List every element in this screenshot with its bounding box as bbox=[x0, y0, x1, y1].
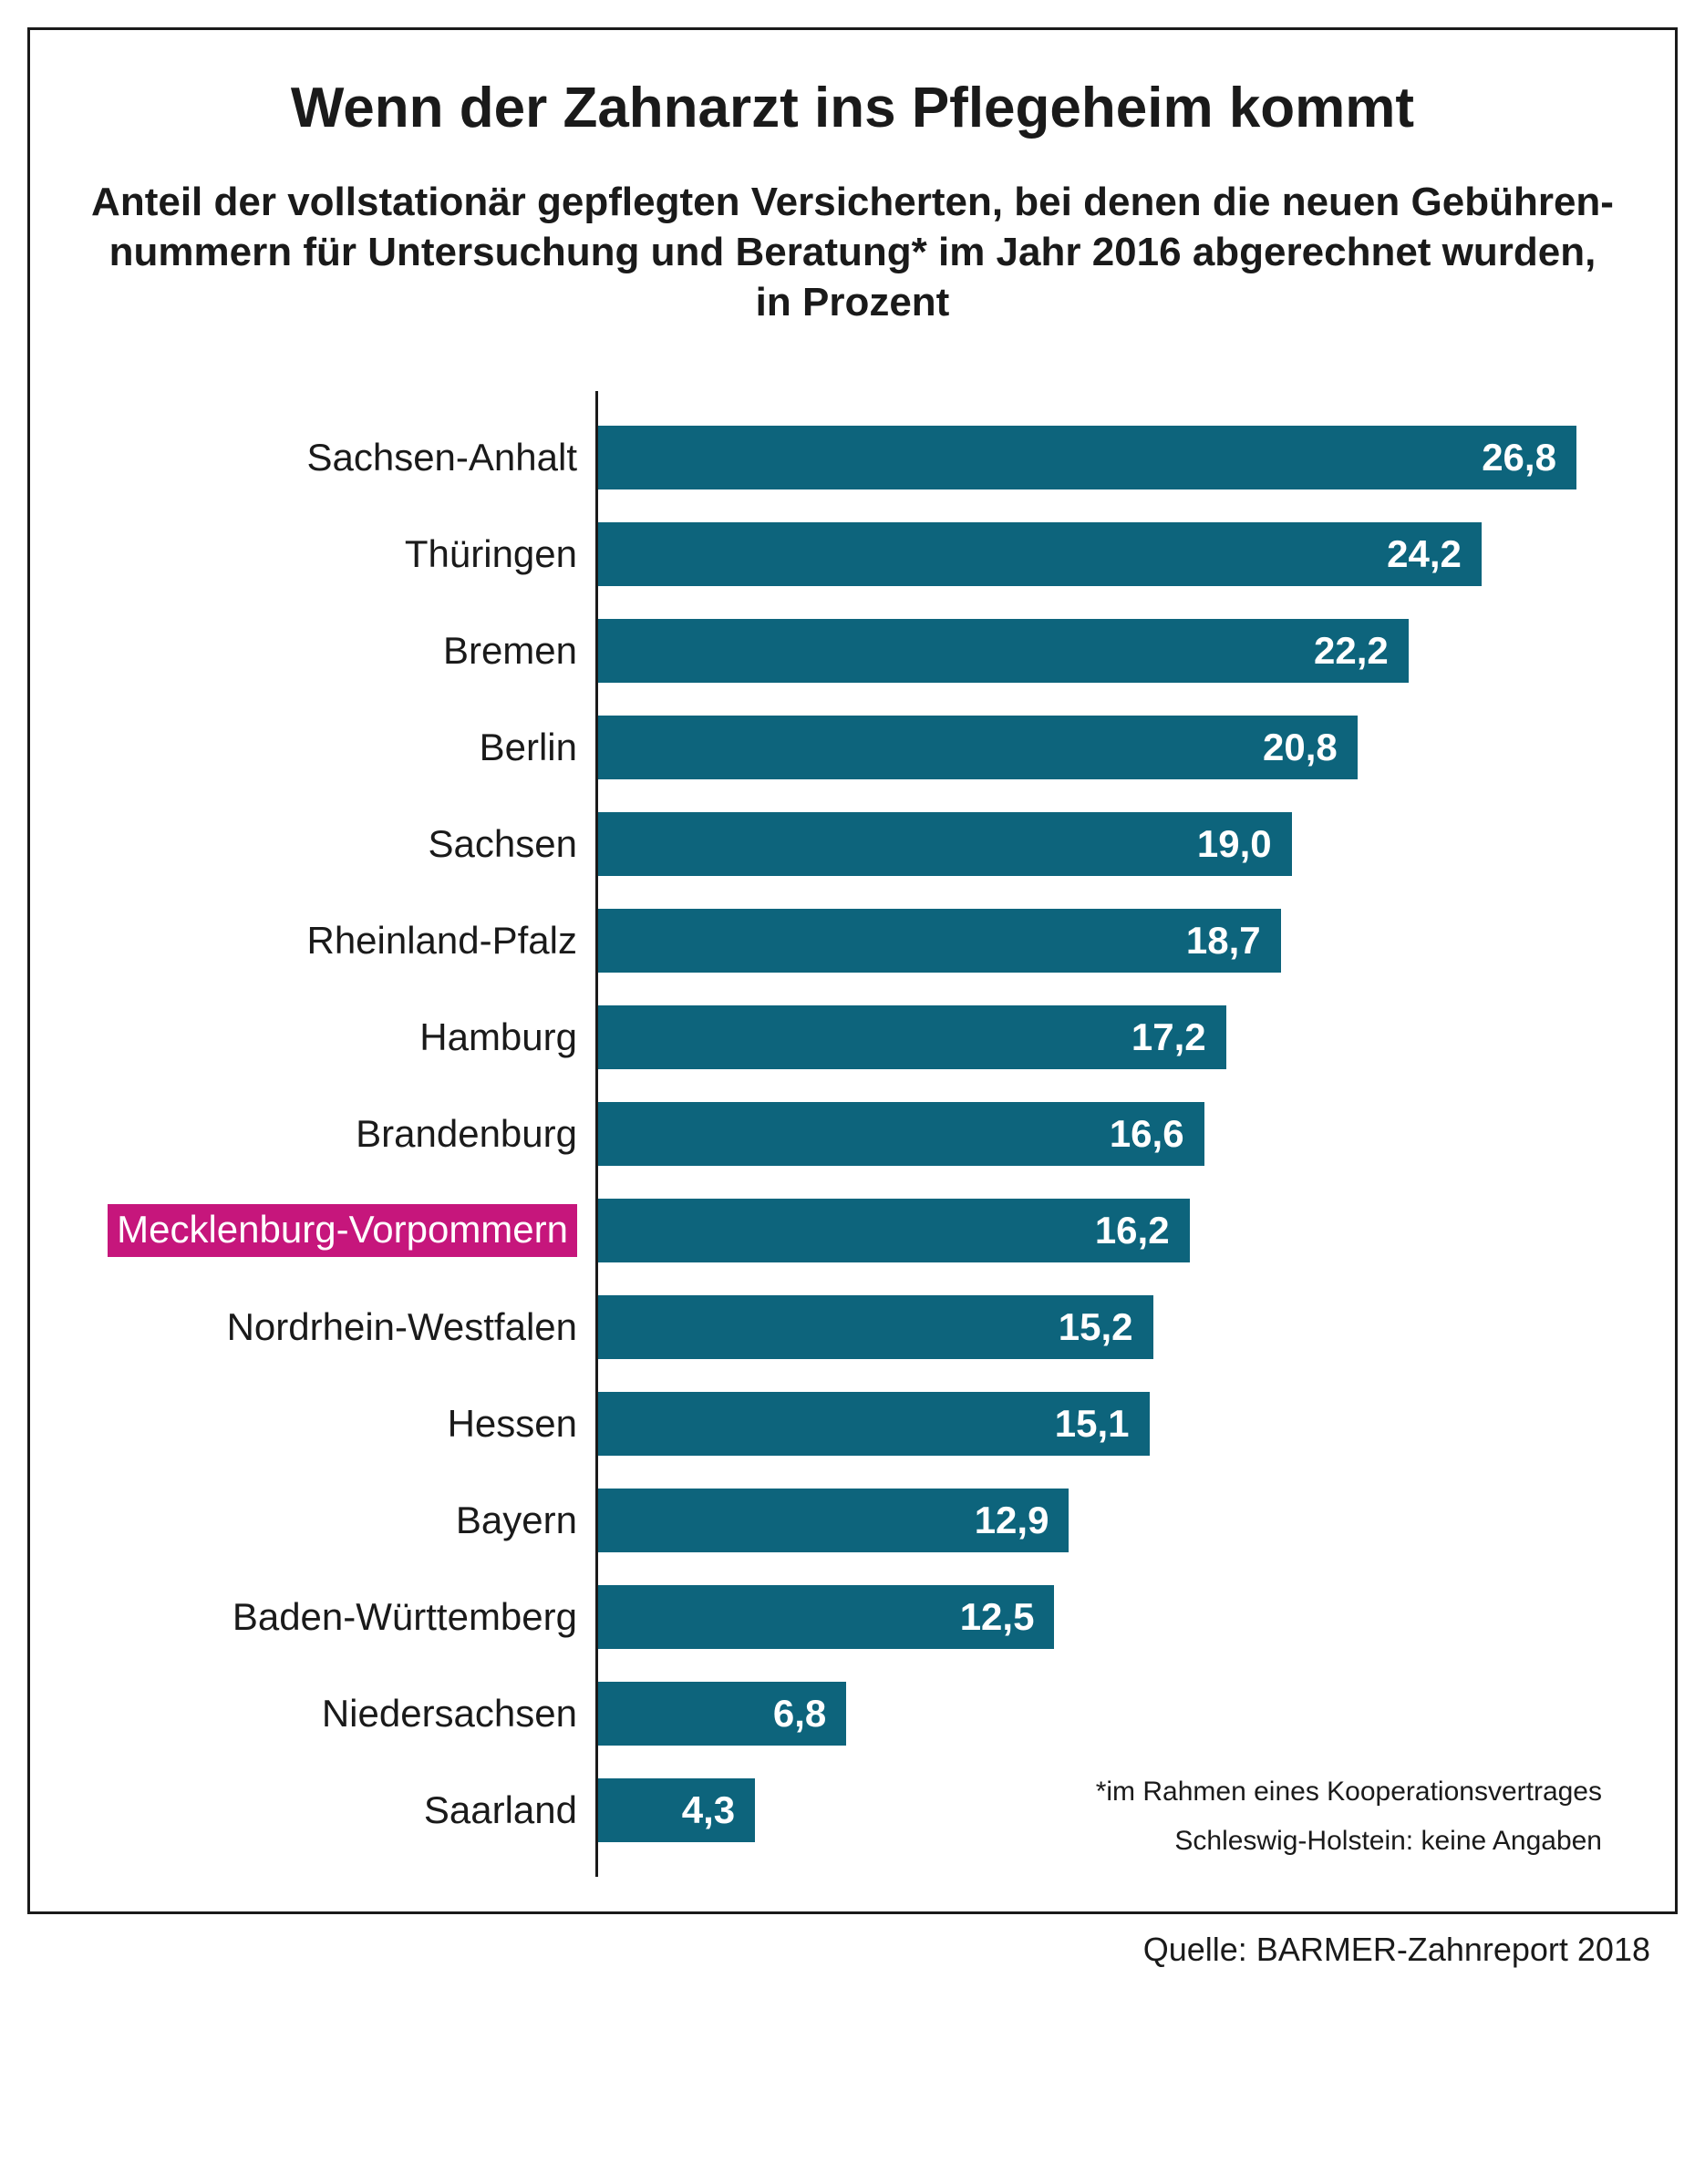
chart-subtitle: Anteil der vollstationär gepflegten Vers… bbox=[85, 177, 1620, 327]
bar-label-cell: Bayern bbox=[85, 1499, 595, 1542]
chart-title: Wenn der Zahnarzt ins Pflegeheim kommt bbox=[85, 76, 1620, 140]
bar-cell: 6,8 bbox=[595, 1665, 1620, 1762]
bar-value: 4,3 bbox=[682, 1788, 735, 1832]
bar-label-cell: Mecklenburg-Vorpommern bbox=[85, 1204, 595, 1257]
bar: 15,1 bbox=[598, 1392, 1150, 1456]
bar-cell: 12,5 bbox=[595, 1569, 1620, 1665]
bar-value: 16,2 bbox=[1095, 1209, 1170, 1252]
bar-label: Thüringen bbox=[405, 532, 577, 576]
source-row: Quelle: BARMER-Zahnreport 2018 bbox=[0, 1931, 1705, 1996]
bar-label-cell: Brandenburg bbox=[85, 1112, 595, 1156]
bar: 12,9 bbox=[598, 1489, 1069, 1552]
bar: 22,2 bbox=[598, 619, 1409, 683]
bar-label-cell: Hamburg bbox=[85, 1015, 595, 1059]
bar-row: Thüringen 24,2 bbox=[85, 506, 1620, 603]
bar: 15,2 bbox=[598, 1295, 1153, 1359]
bar-cell: 26,8 bbox=[595, 409, 1620, 506]
bar: 19,0 bbox=[598, 812, 1292, 876]
bar-label: Saarland bbox=[424, 1788, 577, 1832]
bar-label-cell: Baden-Württemberg bbox=[85, 1595, 595, 1639]
bar-value: 20,8 bbox=[1263, 726, 1338, 769]
bar-row: Niedersachsen 6,8 bbox=[85, 1665, 1620, 1762]
chart-frame: Wenn der Zahnarzt ins Pflegeheim kommt A… bbox=[27, 27, 1678, 1914]
bar-cell: 17,2 bbox=[595, 989, 1620, 1086]
bar-label-cell: Berlin bbox=[85, 726, 595, 769]
bar-value: 18,7 bbox=[1186, 919, 1261, 963]
bar-label-cell: Niedersachsen bbox=[85, 1692, 595, 1736]
bar-row: Nordrhein-Westfalen 15,2 bbox=[85, 1279, 1620, 1375]
bar: 26,8 bbox=[598, 426, 1576, 489]
bar-label: Hessen bbox=[448, 1402, 577, 1446]
bar-row: Hessen 15,1 bbox=[85, 1375, 1620, 1472]
bar-label-cell: Sachsen-Anhalt bbox=[85, 436, 595, 479]
bar-value: 12,5 bbox=[960, 1595, 1035, 1639]
bar-cell: 4,3 bbox=[595, 1762, 1620, 1859]
bar: 12,5 bbox=[598, 1585, 1054, 1649]
bar: 24,2 bbox=[598, 522, 1482, 586]
bar-label: Brandenburg bbox=[356, 1112, 577, 1156]
bar-chart: Sachsen-Anhalt 26,8 Thüringen 24,2 Bremen 22,… bbox=[85, 391, 1620, 1877]
bar-label: Berlin bbox=[480, 726, 577, 769]
bar-label-cell: Thüringen bbox=[85, 532, 595, 576]
bar-label-cell: Saarland bbox=[85, 1788, 595, 1832]
bar-label-cell: Sachsen bbox=[85, 822, 595, 866]
bar-value: 15,2 bbox=[1059, 1305, 1133, 1349]
bar-value: 22,2 bbox=[1314, 629, 1389, 673]
bar-cell: 24,2 bbox=[595, 506, 1620, 603]
bar: 16,6 bbox=[598, 1102, 1204, 1166]
bar-value: 12,9 bbox=[975, 1499, 1049, 1542]
bar-cell: 12,9 bbox=[595, 1472, 1620, 1569]
bar: 4,3 bbox=[598, 1778, 755, 1842]
subtitle-line-2: nummern für Untersuchung und Beratung* i… bbox=[109, 230, 1596, 274]
bar: 6,8 bbox=[598, 1682, 846, 1746]
bar-cell: 16,6 bbox=[595, 1086, 1620, 1182]
bar-cell: 22,2 bbox=[595, 603, 1620, 699]
bar-label: Niedersachsen bbox=[322, 1692, 577, 1736]
bar-row: Rheinland-Pfalz 18,7 bbox=[85, 892, 1620, 989]
subtitle-line-3: in Prozent bbox=[756, 280, 950, 325]
bar-label: Sachsen-Anhalt bbox=[306, 436, 577, 479]
bar-cell: 16,2 bbox=[595, 1182, 1620, 1279]
bar-value: 6,8 bbox=[773, 1692, 826, 1736]
bar-cell: 15,1 bbox=[595, 1375, 1620, 1472]
bar-cell: 20,8 bbox=[595, 699, 1620, 796]
bar-label: Rheinland-Pfalz bbox=[306, 919, 577, 963]
bar-cell: 18,7 bbox=[595, 892, 1620, 989]
bar-row: Bayern 12,9 bbox=[85, 1472, 1620, 1569]
bar-row: Bremen 22,2 bbox=[85, 603, 1620, 699]
bar-label-cell: Nordrhein-Westfalen bbox=[85, 1305, 595, 1349]
bar-label-cell: Hessen bbox=[85, 1402, 595, 1446]
bar-row: Baden-Württemberg 12,5 bbox=[85, 1569, 1620, 1665]
bar-cell: 19,0 bbox=[595, 796, 1620, 892]
source-text: Quelle: BARMER-Zahnreport 2018 bbox=[1143, 1931, 1650, 1969]
bar-row: Sachsen-Anhalt 26,8 bbox=[85, 409, 1620, 506]
bar-value: 15,1 bbox=[1055, 1402, 1130, 1446]
bar: 16,2 bbox=[598, 1199, 1190, 1262]
bar: 18,7 bbox=[598, 909, 1281, 973]
bar-row: Mecklenburg-Vorpommern 16,2 bbox=[85, 1182, 1620, 1279]
bar-label: Nordrhein-Westfalen bbox=[227, 1305, 577, 1349]
bar-label-cell: Bremen bbox=[85, 629, 595, 673]
bar-row: Hamburg 17,2 bbox=[85, 989, 1620, 1086]
bar-cell: 15,2 bbox=[595, 1279, 1620, 1375]
axis-line-top bbox=[595, 391, 1620, 409]
bar-value: 24,2 bbox=[1387, 532, 1462, 576]
bar-row: Sachsen 19,0 bbox=[85, 796, 1620, 892]
bar: 20,8 bbox=[598, 716, 1358, 779]
bar-row: Berlin 20,8 bbox=[85, 699, 1620, 796]
bar: 17,2 bbox=[598, 1005, 1226, 1069]
bar-label: Baden-Württemberg bbox=[232, 1595, 577, 1639]
bar-label: Bayern bbox=[456, 1499, 577, 1542]
bar-row: Brandenburg 16,6 bbox=[85, 1086, 1620, 1182]
bar-value: 19,0 bbox=[1197, 822, 1272, 866]
bar-label: Bremen bbox=[443, 629, 577, 673]
bar-label: Hamburg bbox=[419, 1015, 577, 1059]
bar-value: 16,6 bbox=[1110, 1112, 1184, 1156]
bar-value: 26,8 bbox=[1482, 436, 1556, 479]
bar-label-highlighted: Mecklenburg-Vorpommern bbox=[108, 1204, 577, 1257]
bar-label: Sachsen bbox=[429, 822, 577, 866]
bar-label-cell: Rheinland-Pfalz bbox=[85, 919, 595, 963]
bar-value: 17,2 bbox=[1132, 1015, 1206, 1059]
subtitle-line-1: Anteil der vollstationär gepflegten Vers… bbox=[91, 180, 1614, 224]
